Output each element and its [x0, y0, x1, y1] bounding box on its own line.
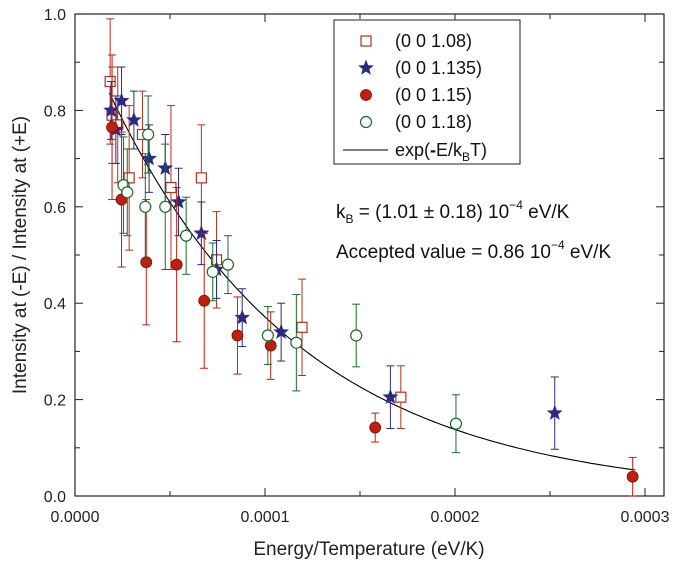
fit-curve — [108, 92, 636, 471]
y-tick-label: 0.6 — [44, 200, 66, 217]
data-point — [123, 172, 135, 184]
data-point — [626, 470, 639, 483]
data-point — [546, 404, 563, 420]
data-points — [103, 18, 639, 497]
data-point — [206, 265, 219, 278]
data-point — [142, 128, 155, 141]
legend-marker — [360, 35, 372, 47]
data-point — [382, 388, 399, 404]
data-point — [170, 258, 183, 271]
data-point — [106, 121, 118, 134]
legend-label: (0 0 1.15) — [395, 85, 472, 105]
data-point — [290, 336, 303, 349]
x-tick-labels: 0.0000 0.0001 0.0002 0.0003 — [51, 509, 670, 526]
data-point — [103, 102, 119, 118]
data-point — [369, 421, 382, 434]
legend-marker — [360, 89, 372, 101]
data-point — [121, 186, 134, 199]
kb-annotation: kB = (1.01 ± 0.18) 10−4 eV/K — [336, 198, 570, 226]
data-point — [198, 294, 211, 307]
accepted-value-annotation: Accepted value = 0.86 10−4 eV/K — [336, 238, 611, 263]
y-tick-labels: 0.0 0.2 0.4 0.6 0.8 1.0 — [44, 7, 66, 506]
data-point — [140, 256, 153, 269]
legend-label: (0 0 1.135) — [395, 58, 482, 78]
data-point — [273, 323, 290, 339]
y-tick-label: 1.0 — [44, 7, 66, 24]
data-point — [139, 200, 152, 213]
data-point — [141, 150, 157, 166]
data-point — [170, 193, 187, 209]
data-point — [234, 309, 251, 325]
series-star — [103, 66, 563, 450]
series-open-circle — [117, 95, 463, 454]
series-filled-circle — [106, 54, 639, 497]
legend-fit-label: exp(-E/kBT) — [395, 140, 487, 164]
data-point — [449, 417, 463, 430]
data-point — [395, 391, 407, 403]
legend-label: (0 0 1.08) — [395, 31, 472, 51]
y-tick-label: 0.2 — [44, 393, 66, 410]
data-point — [264, 339, 277, 352]
data-point — [125, 111, 142, 127]
y-tick-label: 0.0 — [44, 489, 66, 506]
data-point — [350, 329, 363, 342]
legend-marker — [359, 115, 373, 129]
data-point — [261, 329, 274, 342]
data-point — [195, 172, 207, 184]
x-tick-label: 0.0003 — [621, 509, 670, 526]
data-point — [231, 329, 244, 342]
data-point — [159, 200, 172, 213]
data-point — [193, 224, 210, 241]
x-tick-label: 0.0000 — [51, 509, 100, 526]
y-tick-label: 0.8 — [44, 103, 66, 120]
x-tick-label: 0.0001 — [241, 509, 290, 526]
legend-label: (0 0 1.18) — [395, 112, 472, 132]
data-point — [221, 258, 235, 271]
data-point — [296, 321, 308, 333]
data-point — [113, 92, 130, 108]
y-axis-title: Intensity at (-E) / Intensity at (+E) — [10, 116, 31, 394]
x-axis-title: Energy/Temperature (eV/K) — [253, 539, 484, 560]
legend: (0 0 1.08) (0 0 1.135) (0 0 1.15) (0 0 1… — [333, 19, 521, 165]
data-point — [180, 229, 193, 242]
x-tick-label: 0.0002 — [431, 509, 480, 526]
y-tick-label: 0.4 — [44, 296, 66, 313]
legend-marker — [358, 59, 374, 75]
legend-markers — [358, 35, 374, 129]
